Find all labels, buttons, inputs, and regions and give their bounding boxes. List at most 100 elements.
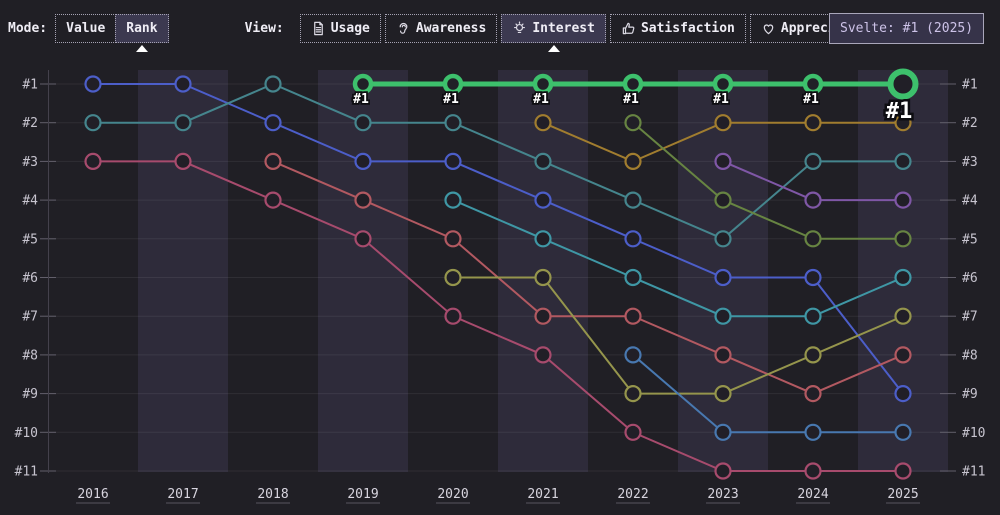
heart-icon: [763, 24, 774, 35]
view-awareness-button[interactable]: Awareness: [384, 14, 498, 43]
point-blue-2023[interactable]: [714, 268, 732, 287]
point-blue-2021[interactable]: [534, 191, 552, 209]
point-teal-2019[interactable]: [354, 114, 372, 132]
point-moss-green-2024[interactable]: [804, 230, 822, 248]
point-olive-2023[interactable]: [714, 385, 732, 403]
point-blue-2016[interactable]: [84, 75, 102, 93]
point-teal-2017[interactable]: [174, 114, 192, 132]
point-cyan-teal-2021[interactable]: [534, 230, 552, 248]
point-teal-2022[interactable]: [624, 191, 642, 209]
view-interest-button[interactable]: Interest: [501, 14, 606, 52]
year-label-2023[interactable]: 2023: [707, 487, 738, 502]
year-label-2016[interactable]: 2016: [77, 487, 108, 502]
point-magenta-2022[interactable]: [624, 423, 642, 441]
point-magenta-2016[interactable]: [84, 152, 102, 170]
point-rank-label-2024: #1: [803, 92, 819, 107]
point-moss-green-2022[interactable]: [624, 114, 642, 132]
point-violet-2025[interactable]: [894, 191, 912, 209]
point-olive-2022[interactable]: [624, 385, 642, 403]
point-teal-2023[interactable]: [714, 230, 732, 248]
point-cyan-teal-2022[interactable]: [624, 268, 642, 287]
point-cyan-teal-2023[interactable]: [714, 307, 732, 325]
point-moss-green-2025[interactable]: [894, 230, 912, 248]
point-violet-2024[interactable]: [804, 191, 822, 209]
point-amber-2024[interactable]: [804, 114, 822, 132]
point-blue-2017[interactable]: [174, 75, 192, 93]
point-magenta-2025[interactable]: [894, 462, 912, 480]
year-label-2018[interactable]: 2018: [257, 487, 288, 502]
point-salmon-2023[interactable]: [714, 346, 732, 364]
rank-label-right: #5: [962, 232, 978, 247]
point-salmon-2019[interactable]: [354, 191, 372, 209]
mode-rank-button[interactable]: Rank: [115, 14, 169, 52]
point-steel-blue-2022[interactable]: [624, 346, 642, 364]
point-magenta-2020[interactable]: [444, 307, 462, 325]
mode-value-button[interactable]: Value: [55, 14, 117, 43]
series-line-teal: [93, 82, 903, 240]
point-violet-2023[interactable]: [714, 152, 732, 170]
view-usage-button[interactable]: Usage: [299, 14, 381, 43]
view-satisfaction-button[interactable]: Satisfaction: [609, 14, 746, 43]
point-steel-blue-2024[interactable]: [804, 423, 822, 441]
point-cyan-teal-2024[interactable]: [804, 307, 822, 325]
year-label-2020[interactable]: 2020: [437, 487, 468, 502]
point-salmon-2021[interactable]: [534, 307, 552, 325]
point-blue-2025[interactable]: [894, 385, 912, 403]
point-cyan-teal-2025[interactable]: [894, 268, 912, 287]
tooltip: Svelte: #1 (2025): [829, 13, 985, 44]
year-label-2024[interactable]: 2024: [797, 487, 828, 502]
point-rank-label-2023: #1: [713, 92, 729, 107]
point-olive-2020[interactable]: [444, 268, 462, 287]
point-teal-2018[interactable]: [264, 75, 282, 93]
point-blue-2020[interactable]: [444, 152, 462, 170]
point-olive-2025[interactable]: [894, 307, 912, 325]
rank-label-right: #11: [962, 465, 985, 480]
point-teal-2021[interactable]: [534, 152, 552, 170]
point-magenta-2023[interactable]: [714, 462, 732, 480]
point-magenta-2017[interactable]: [174, 152, 192, 170]
point-svelte-2020[interactable]: [442, 73, 464, 95]
year-label-2019[interactable]: 2019: [347, 487, 378, 502]
point-amber-2022[interactable]: [624, 152, 642, 170]
point-salmon-2018[interactable]: [264, 152, 282, 170]
point-amber-2023[interactable]: [714, 114, 732, 132]
year-label-2017[interactable]: 2017: [167, 487, 198, 502]
point-svelte-2022[interactable]: [622, 73, 644, 95]
point-blue-2022[interactable]: [624, 230, 642, 248]
year-label-2022[interactable]: 2022: [617, 487, 648, 502]
point-magenta-2019[interactable]: [354, 230, 372, 248]
point-svelte-2024[interactable]: [802, 73, 824, 95]
point-amber-2021[interactable]: [534, 114, 552, 132]
point-svelte-2025[interactable]: [887, 68, 919, 100]
point-teal-2024[interactable]: [804, 152, 822, 170]
point-salmon-2024[interactable]: [804, 385, 822, 403]
point-moss-green-2023[interactable]: [714, 191, 732, 209]
point-olive-2024[interactable]: [804, 346, 822, 364]
point-amber-2025[interactable]: [894, 114, 912, 132]
tooltip-text: Svelte: #1 (2025): [840, 21, 974, 36]
rank-label-left: #11: [15, 465, 38, 480]
point-salmon-2025[interactable]: [894, 346, 912, 364]
point-teal-2020[interactable]: [444, 114, 462, 132]
point-magenta-2024[interactable]: [804, 462, 822, 480]
point-blue-2024[interactable]: [804, 268, 822, 287]
point-svelte-2021[interactable]: [532, 73, 554, 95]
point-teal-2016[interactable]: [84, 114, 102, 132]
point-svelte-2019[interactable]: [352, 73, 374, 95]
point-magenta-2018[interactable]: [264, 191, 282, 209]
point-blue-2019[interactable]: [354, 152, 372, 170]
point-blue-2018[interactable]: [264, 114, 282, 132]
point-magenta-2021[interactable]: [534, 346, 552, 364]
point-steel-blue-2023[interactable]: [714, 423, 732, 441]
year-label-2025[interactable]: 2025: [887, 487, 918, 502]
point-teal-2025[interactable]: [894, 152, 912, 170]
point-salmon-2020[interactable]: [444, 230, 462, 248]
rank-label-right: #6: [962, 271, 978, 286]
point-olive-2021[interactable]: [534, 268, 552, 287]
year-label-2021[interactable]: 2021: [527, 487, 558, 502]
point-svelte-2023[interactable]: [712, 73, 734, 95]
point-steel-blue-2025[interactable]: [894, 423, 912, 441]
point-cyan-teal-2020[interactable]: [444, 191, 462, 209]
point-salmon-2022[interactable]: [624, 307, 642, 325]
